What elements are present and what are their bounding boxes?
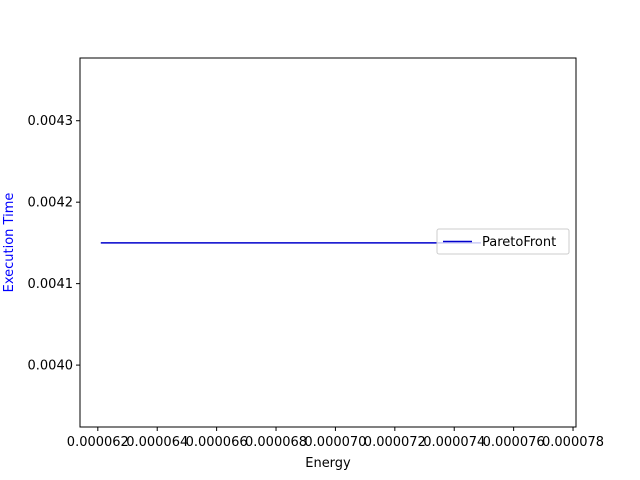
x-tick-label: 0.000074 [423, 435, 485, 450]
legend-box [436, 228, 570, 255]
x-tick-label: 0.000072 [364, 435, 426, 450]
y-axis-label: Execution Time [2, 193, 17, 293]
x-tick-label: 0.000066 [186, 435, 248, 450]
x-tick-label: 0.000062 [67, 435, 129, 450]
x-tick-label: 0.000078 [542, 435, 604, 450]
x-axis-label: Energy [305, 456, 351, 471]
plot-frame [79, 57, 577, 428]
y-axis-ticks: 0.0040 0.0041 0.0042 0.0043 [28, 114, 80, 374]
legend: ParetoFront [436, 228, 570, 255]
x-axis-ticks: 0.0000620.0000640.0000660.0000680.000070… [67, 427, 604, 450]
legend-label-paretofront: ParetoFront [482, 235, 556, 250]
x-tick-label: 0.000068 [245, 435, 307, 450]
y-tick-label: 0.0042 [28, 196, 74, 211]
y-tick-label: 0.0043 [28, 114, 74, 129]
x-tick-label: 0.000070 [304, 435, 366, 450]
y-tick-label: 0.0040 [28, 359, 74, 374]
y-tick-label: 0.0041 [28, 277, 74, 292]
x-tick-label: 0.000076 [483, 435, 545, 450]
x-tick-label: 0.000064 [126, 435, 188, 450]
